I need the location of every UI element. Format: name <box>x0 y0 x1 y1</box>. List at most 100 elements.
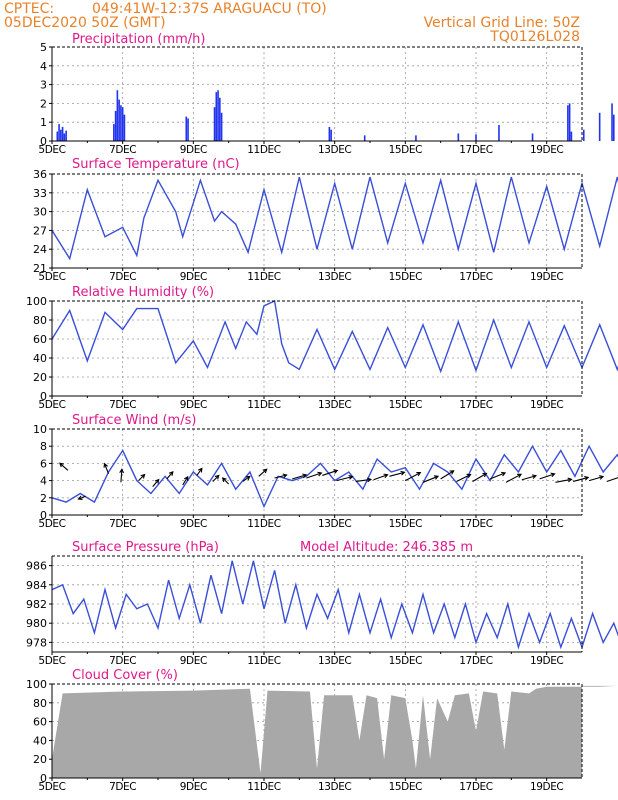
wind-arrow-shaft <box>440 470 454 480</box>
ytick-label: 0 <box>40 509 47 522</box>
xtick-label: 19DEC <box>530 271 563 283</box>
xtick-label: 19DEC <box>530 781 563 793</box>
precip-bar <box>63 133 66 141</box>
xtick-label: 15DEC <box>389 399 422 411</box>
pressure-line <box>51 560 618 650</box>
wind-arrow-shaft <box>472 472 487 482</box>
xtick-label: 13DEC <box>318 271 351 283</box>
ytick-label: 984 <box>26 579 47 592</box>
ytick-label: 5 <box>40 41 47 54</box>
xtick-label: 19DEC <box>530 144 563 156</box>
precip-bar <box>113 124 115 141</box>
wind-arrow-shaft <box>521 475 537 481</box>
wind-arrow-head <box>221 477 227 483</box>
precip-bar <box>185 116 188 141</box>
wind-arrow-shaft <box>489 472 506 480</box>
wind-arrow <box>422 475 440 483</box>
wind-arrow-shaft <box>422 475 439 483</box>
xtick-label: 11DEC <box>247 271 280 283</box>
precip-bar <box>121 107 124 141</box>
wind-arrow-head <box>198 467 203 473</box>
wind-arrow <box>521 474 538 481</box>
panel-pressure: 978 980 982 984 986 5DEC 7DEC 9DEC 11DEC 13DEC 15D… <box>26 540 618 667</box>
precip-bar <box>213 107 216 141</box>
wind-arrow-shaft <box>322 469 338 476</box>
ytick-label: 40 <box>33 734 47 747</box>
wind-arrow <box>77 495 86 501</box>
wind-arrow <box>373 473 389 481</box>
ytick-label: 10 <box>33 423 47 436</box>
wind-arrow <box>274 473 288 479</box>
xtick-label: 5DEC <box>38 399 65 411</box>
wind-arrow <box>440 470 455 480</box>
precip-bar <box>498 125 500 141</box>
wind-arrow-shaft <box>166 471 174 480</box>
precip-bar <box>118 99 120 141</box>
ytick-label: 978 <box>26 636 47 649</box>
precip-bar <box>567 105 569 141</box>
wind-arrow <box>196 467 203 476</box>
wind-arrow-head <box>214 474 220 480</box>
ytick-label: 0 <box>40 135 47 148</box>
xtick-label: 15DEC <box>389 781 422 793</box>
wind-arrow <box>212 474 220 482</box>
precip-bar <box>58 124 60 141</box>
precip-bar <box>570 131 573 141</box>
ytick-label: 30 <box>33 206 47 219</box>
wind-arrow <box>258 468 268 477</box>
panel-title: Precipitation (mm/h) <box>72 32 205 47</box>
wind-arrow <box>355 477 373 483</box>
wind-arrow <box>555 477 573 483</box>
precip-bar <box>219 97 221 141</box>
wind-arrow-head <box>550 472 556 478</box>
wind-line <box>51 444 618 509</box>
precip-bar <box>61 126 64 141</box>
wind-arrow <box>242 475 251 482</box>
precip-bar <box>328 126 331 141</box>
wind-arrow-head <box>366 477 373 483</box>
xtick-label: 13DEC <box>318 655 351 667</box>
wind-arrow-head <box>302 473 308 479</box>
xtick-label: 5DEC <box>38 144 65 156</box>
wind-arrow <box>389 470 406 477</box>
xtick-label: 17DEC <box>459 655 492 667</box>
xtick-label: 17DEC <box>459 781 492 793</box>
wind-arrow <box>456 473 472 482</box>
wind-arrow-head <box>517 473 523 478</box>
ytick-label: 0 <box>40 390 47 403</box>
precip-bar <box>116 90 119 141</box>
wind-arrow <box>405 472 422 482</box>
wind-arrow-shaft <box>222 477 230 485</box>
ytick-label: 24 <box>33 243 47 256</box>
wind-arrow-shaft <box>606 477 618 482</box>
precip-bar <box>415 135 417 141</box>
ytick-label: 1 <box>40 116 47 129</box>
panel-subtitle: Model Altitude: 246.385 m <box>300 540 473 555</box>
wind-arrow <box>336 475 354 482</box>
wind-arrow-head <box>183 475 189 481</box>
wind-arrow-head <box>282 473 288 479</box>
ytick-label: 2 <box>40 492 47 505</box>
wind-arrow <box>292 473 308 480</box>
wind-arrow <box>166 471 174 480</box>
wind-arrow <box>306 471 323 479</box>
precip-bar <box>60 129 62 141</box>
wind-arrow-head <box>59 462 64 468</box>
xtick-label: 15DEC <box>389 518 422 530</box>
ytick-label: 3 <box>40 79 47 92</box>
ytick-label: 980 <box>26 617 47 630</box>
wind-arrow-shaft <box>212 475 220 482</box>
wind-arrow-head <box>154 478 160 484</box>
header-source: CPTEC: <box>4 1 54 17</box>
xtick-label: 7DEC <box>109 399 136 411</box>
wind-arrow-head <box>599 475 605 480</box>
wind-arrow-shaft <box>456 473 471 482</box>
wind-arrow-head <box>400 470 406 476</box>
wind-arrow-head <box>333 469 339 474</box>
xtick-label: 5DEC <box>38 518 65 530</box>
xtick-label: 17DEC <box>459 399 492 411</box>
precip-bar <box>598 112 601 141</box>
panel-wind: 0 2 4 6 8 10 5DEC 7DEC 9DEC 11DEC 13DEC 15DEC 17DEC 1… <box>33 413 618 530</box>
ytick-label: 8 <box>40 440 47 453</box>
ytick-label: 33 <box>33 187 47 200</box>
